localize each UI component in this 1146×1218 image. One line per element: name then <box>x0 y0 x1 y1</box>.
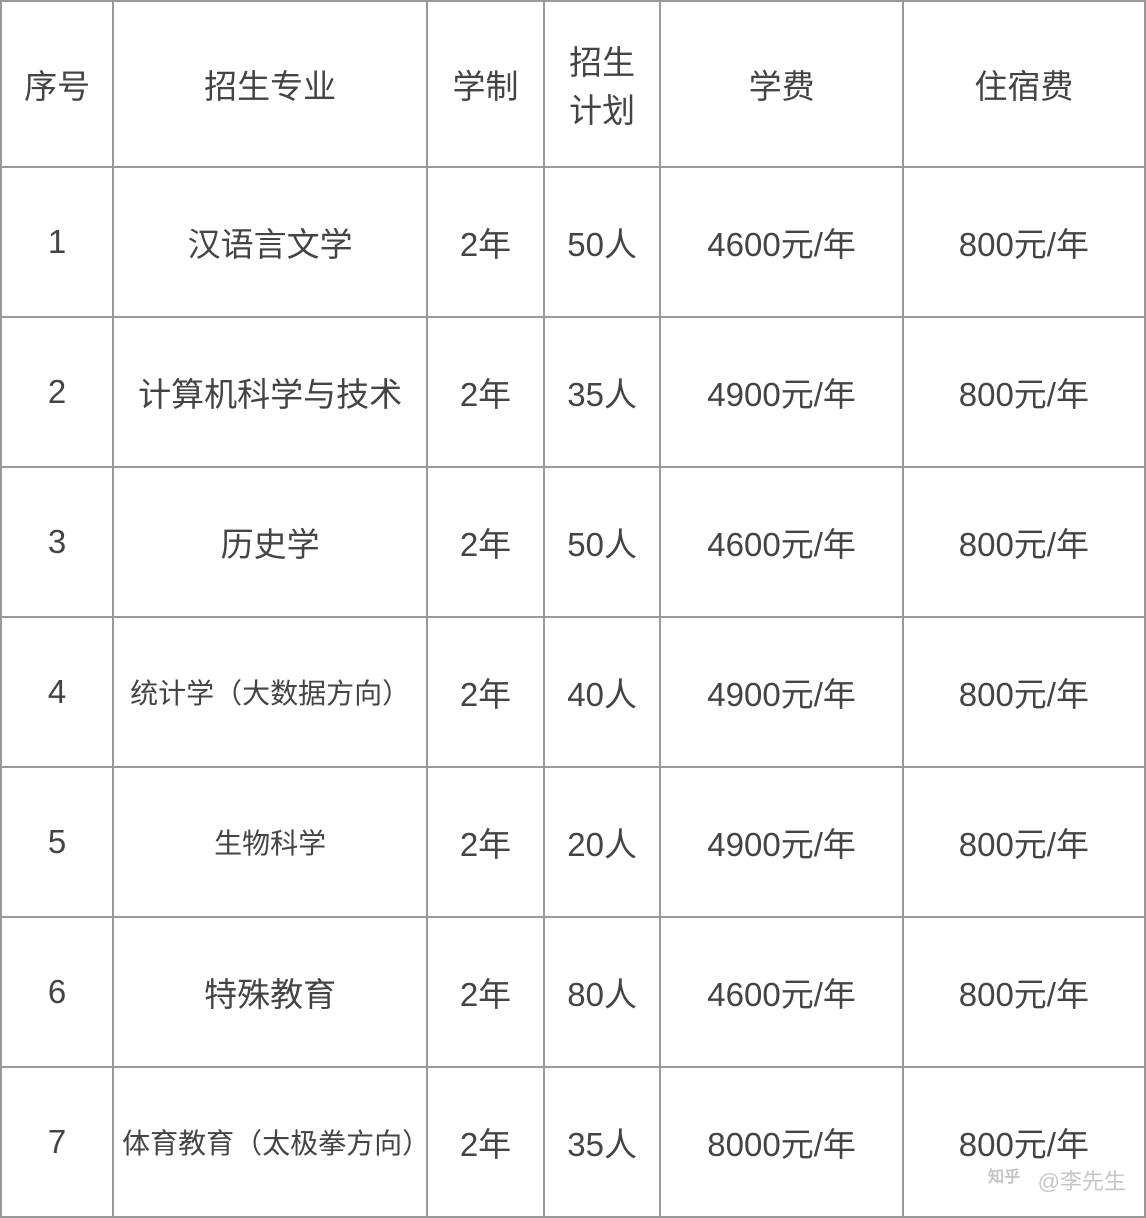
watermark: 知乎 @李先生 <box>988 1164 1126 1196</box>
svg-text:知乎: 知乎 <box>988 1167 1020 1186</box>
cell-accom: 800元/年 <box>903 617 1145 767</box>
header-tuition: 学费 <box>660 1 902 167</box>
table-row: 7体育教育（太极拳方向）2年35人8000元/年800元/年 <box>1 1067 1145 1217</box>
cell-duration: 2年 <box>427 317 544 467</box>
cell-major: 计算机科学与技术 <box>113 317 427 467</box>
cell-seq: 5 <box>1 767 113 917</box>
cell-accom: 800元/年 <box>903 167 1145 317</box>
enrollment-table: 序号 招生专业 学制 招生计划 学费 住宿费 1汉语言文学2年50人4600元/… <box>0 0 1146 1218</box>
cell-tuition: 4900元/年 <box>660 767 902 917</box>
table-row: 5生物科学2年20人4900元/年800元/年 <box>1 767 1145 917</box>
cell-tuition: 8000元/年 <box>660 1067 902 1217</box>
cell-tuition: 4900元/年 <box>660 317 902 467</box>
cell-plan: 35人 <box>544 1067 661 1217</box>
cell-plan: 50人 <box>544 467 661 617</box>
header-accom: 住宿费 <box>903 1 1145 167</box>
cell-tuition: 4600元/年 <box>660 917 902 1067</box>
cell-tuition: 4600元/年 <box>660 467 902 617</box>
cell-major: 特殊教育 <box>113 917 427 1067</box>
header-seq: 序号 <box>1 1 113 167</box>
cell-seq: 2 <box>1 317 113 467</box>
cell-seq: 3 <box>1 467 113 617</box>
cell-duration: 2年 <box>427 1067 544 1217</box>
cell-duration: 2年 <box>427 767 544 917</box>
cell-major: 统计学（大数据方向） <box>113 617 427 767</box>
cell-seq: 1 <box>1 167 113 317</box>
cell-duration: 2年 <box>427 917 544 1067</box>
cell-plan: 35人 <box>544 317 661 467</box>
header-major: 招生专业 <box>113 1 427 167</box>
table-body: 1汉语言文学2年50人4600元/年800元/年2计算机科学与技术2年35人49… <box>1 167 1145 1217</box>
header-duration: 学制 <box>427 1 544 167</box>
cell-tuition: 4900元/年 <box>660 617 902 767</box>
cell-seq: 4 <box>1 617 113 767</box>
cell-tuition: 4600元/年 <box>660 167 902 317</box>
header-plan: 招生计划 <box>544 1 661 167</box>
cell-accom: 800元/年 <box>903 467 1145 617</box>
cell-plan: 20人 <box>544 767 661 917</box>
cell-plan: 80人 <box>544 917 661 1067</box>
zhihu-logo-icon: 知乎 <box>988 1166 1032 1194</box>
cell-major: 汉语言文学 <box>113 167 427 317</box>
cell-major: 历史学 <box>113 467 427 617</box>
table-header-row: 序号 招生专业 学制 招生计划 学费 住宿费 <box>1 1 1145 167</box>
cell-duration: 2年 <box>427 167 544 317</box>
cell-accom: 800元/年 <box>903 767 1145 917</box>
table-row: 2计算机科学与技术2年35人4900元/年800元/年 <box>1 317 1145 467</box>
table-row: 4统计学（大数据方向）2年40人4900元/年800元/年 <box>1 617 1145 767</box>
cell-seq: 6 <box>1 917 113 1067</box>
table-row: 1汉语言文学2年50人4600元/年800元/年 <box>1 167 1145 317</box>
cell-accom: 800元/年 <box>903 317 1145 467</box>
table-row: 6特殊教育2年80人4600元/年800元/年 <box>1 917 1145 1067</box>
cell-plan: 40人 <box>544 617 661 767</box>
cell-duration: 2年 <box>427 617 544 767</box>
cell-duration: 2年 <box>427 467 544 617</box>
table-row: 3历史学2年50人4600元/年800元/年 <box>1 467 1145 617</box>
watermark-text: @李先生 <box>1038 1164 1126 1196</box>
cell-plan: 50人 <box>544 167 661 317</box>
cell-major: 生物科学 <box>113 767 427 917</box>
cell-seq: 7 <box>1 1067 113 1217</box>
cell-major: 体育教育（太极拳方向） <box>113 1067 427 1217</box>
cell-accom: 800元/年 <box>903 917 1145 1067</box>
